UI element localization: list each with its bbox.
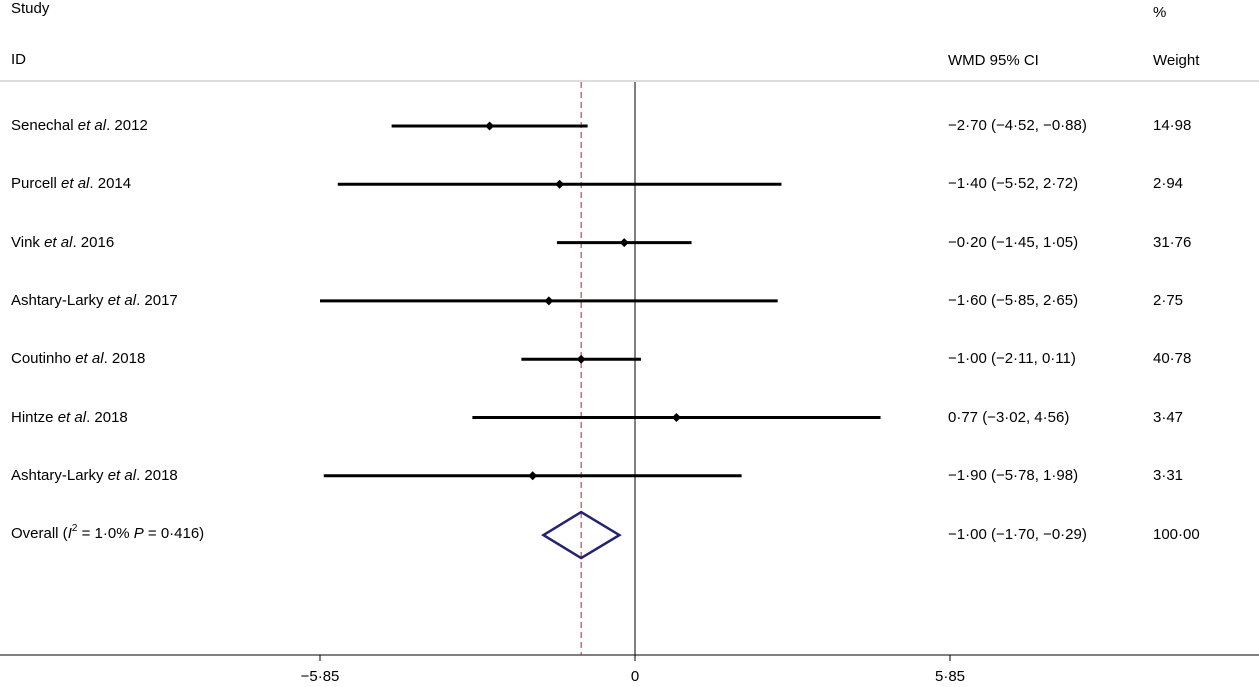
study-etal: et al xyxy=(77,117,107,134)
study-label: Purcell et al. 2014 xyxy=(11,175,131,193)
study-name: Senechal xyxy=(11,117,74,134)
study-ci-text: 0·77 (−3·02, 4·56) xyxy=(948,408,1070,426)
study-weight: 3·47 xyxy=(1153,408,1184,426)
overall-i: I xyxy=(67,525,72,543)
study-etal: et al xyxy=(44,233,73,251)
point-estimate xyxy=(528,471,538,481)
study-weight: 3·31 xyxy=(1153,466,1184,484)
header-percent: % xyxy=(1153,4,1167,21)
x-tick-label: 5·85 xyxy=(934,668,966,685)
overall-weight: 100·00 xyxy=(1153,526,1200,544)
overall-p: P xyxy=(133,525,144,543)
study-label: Ashtary-Larky et al. 2018 xyxy=(11,467,178,485)
study-etal: et al xyxy=(75,350,104,368)
study-label: Ashtary-Larky et al. 2017 xyxy=(11,292,178,310)
study-label: Senechal et al. 2012 xyxy=(11,117,148,135)
study-year: . 2018 xyxy=(136,466,178,484)
study-ci-text: −1·90 (−5·78, 1·98) xyxy=(948,466,1079,484)
study-year: . 2016 xyxy=(72,233,115,251)
study-year: . 2017 xyxy=(136,291,178,309)
study-name: Coutinho xyxy=(11,350,72,368)
point-estimate xyxy=(671,413,681,422)
study-ci-text: −1·00 (−2·11, 0·11) xyxy=(948,350,1076,368)
study-label: Vink et al. 2016 xyxy=(11,234,114,252)
study-weight: 31·76 xyxy=(1153,233,1192,251)
study-etal: et al xyxy=(107,291,137,309)
header-id: ID xyxy=(11,51,26,68)
study-weight: 2·75 xyxy=(1153,291,1184,309)
study-ci-text: −0·20 (−1·45, 1·05) xyxy=(948,233,1079,251)
study-ci-text: −2·70 (−4·52, −0·88) xyxy=(948,117,1087,134)
overall-sup: 2 xyxy=(71,523,78,535)
point-estimate xyxy=(555,179,565,189)
study-etal: et al xyxy=(57,408,87,426)
study-name: Hintze xyxy=(11,408,54,426)
study-weight: 40·78 xyxy=(1153,350,1192,368)
x-tick-label: 0 xyxy=(630,668,640,685)
study-label: Hintze et al. 2018 xyxy=(11,409,128,427)
overall-diamond xyxy=(541,510,622,560)
study-etal: et al xyxy=(107,466,137,484)
study-ci-text: −1·40 (−5·52, 2·72) xyxy=(948,175,1079,193)
study-etal: et al xyxy=(61,175,90,193)
study-year: . 2018 xyxy=(86,408,128,426)
header-weight: Weight xyxy=(1153,52,1200,69)
study-name: Purcell xyxy=(11,175,57,193)
header-wmd-ci: WMD 95% CI xyxy=(948,52,1039,69)
header-study: Study xyxy=(11,0,50,17)
x-tick-label: −5·85 xyxy=(300,668,340,685)
study-year: . 2018 xyxy=(103,350,146,368)
study-name: Vink xyxy=(11,233,40,251)
study-weight: 2·94 xyxy=(1153,175,1184,193)
study-ci-text: −1·60 (−5·85, 2·65) xyxy=(948,291,1079,309)
overall-label: Overall (I2 = 1·0% P = 0·416) xyxy=(11,523,205,545)
study-year: . 2012 xyxy=(106,117,148,134)
study-label: Coutinho et al. 2018 xyxy=(11,350,145,368)
point-estimate xyxy=(576,354,586,364)
study-weight: 14·98 xyxy=(1153,117,1192,134)
study-year: . 2014 xyxy=(89,175,132,193)
overall-middle: = 1·0% xyxy=(77,525,134,543)
point-estimate xyxy=(619,238,629,248)
point-estimate xyxy=(485,121,495,131)
overall-prefix: Overall ( xyxy=(11,525,68,543)
overall-suffix: = 0·416) xyxy=(143,525,205,543)
study-name: Ashtary-Larky xyxy=(11,466,104,484)
point-estimate xyxy=(544,296,554,306)
study-name: Ashtary-Larky xyxy=(11,291,104,309)
overall-ci-text: −1·00 (−1·70, −0·29) xyxy=(948,526,1087,544)
